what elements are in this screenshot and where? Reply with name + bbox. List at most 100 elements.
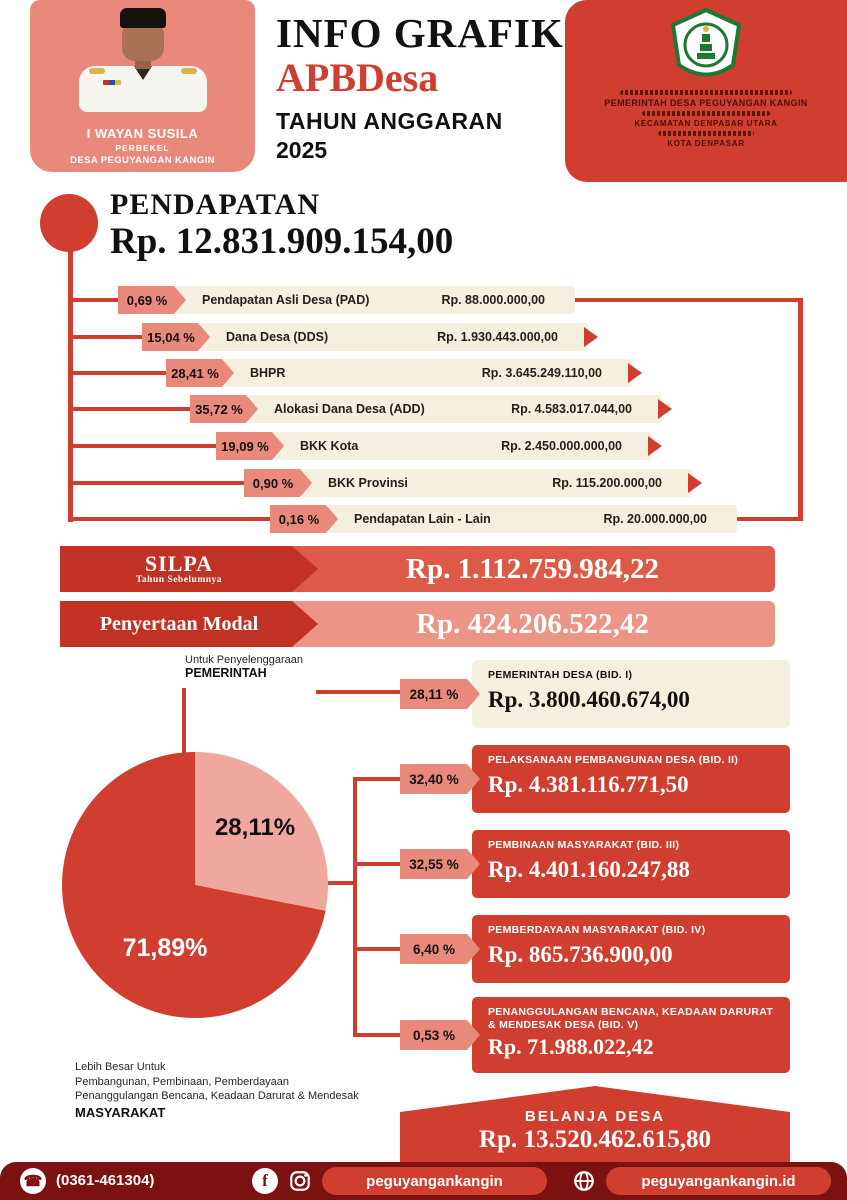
percentage-arrow: 35,72 %	[190, 395, 258, 423]
note-masyarakat-line3: Penanggulangan Bencana, Keadaan Darurat …	[75, 1090, 359, 1102]
government-identity-card: PEMERINTAH DESA PEGUYANGAN KANGIN KECAMA…	[565, 0, 847, 182]
pendapatan-value: Rp. 115.200.000,00	[552, 476, 662, 490]
website-pill: peguyangankangin.id	[606, 1167, 831, 1195]
connector-line	[326, 881, 357, 885]
portrait-face	[121, 25, 164, 61]
pendapatan-bullet-circle	[40, 194, 98, 252]
connector-line	[798, 298, 803, 521]
official-portrait	[73, 0, 213, 112]
pendapatan-label: Alokasi Dana Desa (ADD)	[274, 402, 425, 416]
official-name: I WAYAN SUSILA	[86, 126, 199, 141]
pendapatan-bar: Dana Desa (DDS) Rp. 1.930.443.000,00	[200, 323, 588, 351]
pie-slice-label-pemerintah: 28,11%	[214, 814, 296, 841]
silpa-label: SILPA	[144, 551, 214, 576]
belanja-label: PENANGGULANGAN BENCANA, KEADAAN DARURAT …	[488, 1006, 774, 1031]
belanja-label: PELAKSANAAN PEMBANGUNAN DESA (BID. II)	[488, 754, 739, 766]
connector-line	[573, 298, 800, 302]
belanja-label: PEMBERDAYAAN MASYARAKAT (BID. IV)	[488, 924, 706, 936]
pendapatan-value: Rp. 88.000.000,00	[441, 293, 545, 307]
pendapatan-row: 19,09 % BKK Kota Rp. 2.450.000.000,00	[0, 432, 847, 460]
pendapatan-bar: BKK Provinsi Rp. 115.200.000,00	[302, 469, 692, 497]
connector-line	[68, 335, 148, 339]
pendapatan-row: 15,04 % Dana Desa (DDS) Rp. 1.930.443.00…	[0, 323, 847, 351]
pendapatan-label: Pendapatan Asli Desa (PAD)	[202, 293, 370, 307]
percentage-arrow: 0,16 %	[270, 505, 338, 533]
title-year: 2025	[276, 137, 328, 163]
belanja-item: 0,53 % PENANGGULANGAN BENCANA, KEADAAN D…	[400, 997, 790, 1073]
belanja-value: Rp. 71.988.022,42	[488, 1034, 654, 1059]
silpa-banner: Rp. 1.112.759.984,22 SILPA Tahun Sebelum…	[60, 546, 775, 592]
connector-line	[68, 407, 196, 411]
connector-line	[353, 777, 357, 1037]
belanja-box-bid-3: PEMBINAAN MASYARAKAT (BID. III) Rp. 4.40…	[472, 830, 790, 898]
percentage-arrow: 15,04 %	[142, 323, 210, 351]
belanja-box-bid-5: PENANGGULANGAN BENCANA, KEADAAN DARURAT …	[472, 997, 790, 1073]
pendapatan-total: Rp. 12.831.909.154,00	[110, 221, 454, 262]
penyertaan-label-arrow: Penyertaan Modal	[60, 601, 318, 647]
connector-line	[353, 777, 404, 781]
note-pemerintah-line2: PEMERINTAH	[185, 666, 267, 680]
connector-line	[68, 481, 250, 485]
connector-line	[353, 862, 404, 866]
percentage-arrow: 28,41 %	[166, 359, 234, 387]
note-masyarakat: Lebih Besar Untuk Pembangunan, Pembinaan…	[75, 1060, 359, 1120]
phone-icon: ☎	[20, 1168, 46, 1194]
facebook-icon: f	[252, 1168, 278, 1194]
pendapatan-bar: Alokasi Dana Desa (ADD) Rp. 4.583.017.04…	[248, 395, 662, 423]
connector-line	[68, 298, 124, 302]
pendapatan-value: Rp. 2.450.000.000,00	[501, 439, 622, 453]
government-line-3: KOTA DENPASAR	[667, 139, 745, 148]
connector-line	[353, 947, 404, 951]
pendapatan-label: Pendapatan Lain - Lain	[354, 512, 491, 526]
bar-arrow-tip	[658, 399, 672, 419]
pendapatan-label: BKK Provinsi	[328, 476, 408, 490]
globe-icon	[574, 1171, 594, 1191]
service-ribbons	[102, 80, 121, 85]
connector-line	[68, 517, 276, 521]
pie-slice-label-masyarakat: 71,89%	[122, 934, 208, 962]
silpa-sublabel: Tahun Sebelumnya	[135, 575, 223, 585]
percentage-arrow: 6,40 %	[400, 934, 480, 964]
connector-line	[68, 250, 73, 522]
belanja-total-value: Rp. 13.520.462.615,80	[479, 1126, 711, 1153]
pie-chart	[62, 752, 328, 1018]
pendapatan-value: Rp. 4.583.017.044,00	[511, 402, 632, 416]
peci-hat	[119, 8, 166, 28]
village-emblem-logo	[670, 8, 742, 89]
government-text-block: PEMERINTAH DESA PEGUYANGAN KANGIN KECAMA…	[565, 90, 847, 148]
footer-bar: ☎ (0361-461304) f peguyangankangin peguy…	[0, 1162, 847, 1200]
main-title: INFO GRAFIK APBDesa TAHUN ANGGARAN 2025	[276, 10, 566, 164]
title-info-grafik: INFO GRAFIK	[276, 10, 564, 56]
belanja-item: 32,55 % PEMBINAAN MASYARAKAT (BID. III) …	[400, 830, 790, 898]
belanja-item: 32,40 % PELAKSANAAN PEMBANGUNAN DESA (BI…	[400, 745, 790, 813]
connector-line	[353, 1033, 404, 1037]
title-apbdesa: APBDesa	[276, 55, 439, 100]
silpa-value-area: Rp. 1.112.759.984,22	[290, 546, 775, 592]
percentage-arrow: 0,90 %	[244, 469, 312, 497]
pendapatan-label: Dana Desa (DDS)	[226, 330, 329, 344]
instagram-icon	[290, 1171, 310, 1191]
bar-arrow-tip	[628, 363, 642, 383]
connector-line	[316, 690, 404, 694]
belanja-total-label: BELANJA DESA	[524, 1108, 666, 1125]
connector-line	[68, 444, 222, 448]
belanja-total-banner: BELANJA DESA Rp. 13.520.462.615,80	[400, 1086, 790, 1162]
balinese-script-decoration	[658, 131, 754, 136]
belanja-item: 6,40 % PEMBERDAYAAN MASYARAKAT (BID. IV)…	[400, 915, 790, 983]
government-line-1: PEMERINTAH DESA PEGUYANGAN KANGIN	[604, 98, 808, 108]
official-photo-card: I WAYAN SUSILA PERBEKEL DESA PEGUYANGAN …	[30, 0, 255, 172]
pendapatan-row: 35,72 % Alokasi Dana Desa (ADD) Rp. 4.58…	[0, 395, 847, 423]
note-pemerintah-line1: Untuk Penyelenggaraan	[185, 654, 304, 666]
belanja-label: PEMBINAAN MASYARAKAT (BID. III)	[488, 839, 680, 851]
belanja-box-bid-1: PEMERINTAH DESA (BID. I) Rp. 3.800.460.6…	[472, 660, 790, 728]
belanja-label: PEMERINTAH DESA (BID. I)	[488, 669, 633, 681]
bar-arrow-tip	[648, 436, 662, 456]
connector-line	[182, 688, 186, 756]
pendapatan-bar: Pendapatan Lain - Lain Rp. 20.000.000,00	[328, 505, 737, 533]
balinese-script-decoration	[642, 111, 770, 116]
percentage-arrow: 32,40 %	[400, 764, 480, 794]
epaulet-right	[180, 68, 197, 74]
percentage-arrow: 0,53 %	[400, 1020, 480, 1050]
phone-number: (0361-461304)	[56, 1172, 155, 1189]
